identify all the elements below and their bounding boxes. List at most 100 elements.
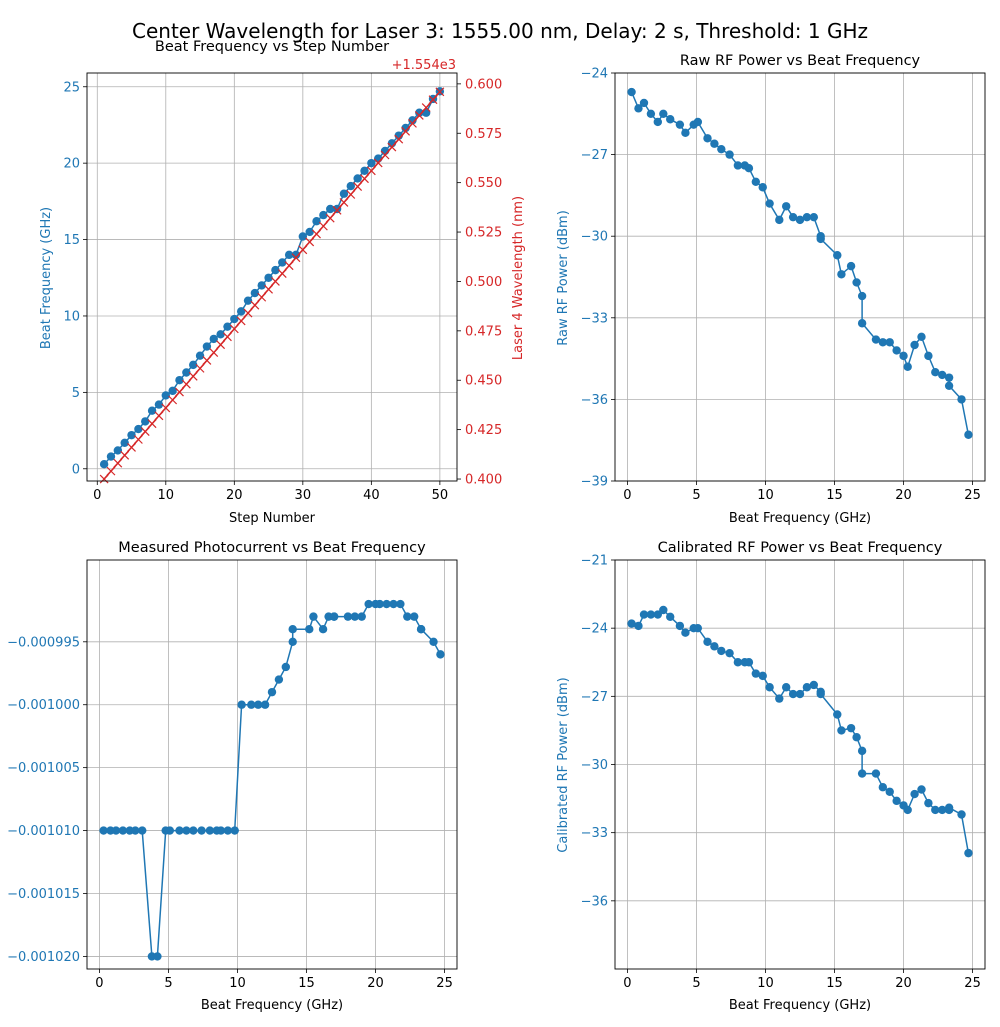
data-point [710,642,719,651]
data-point [816,689,825,699]
x-tick-label: 0 [623,488,631,503]
x-tick-label: 5 [164,976,172,991]
data-point [957,395,966,404]
data-point [910,340,919,350]
data-point [703,134,712,143]
data-point [202,342,212,351]
data-point [659,109,668,119]
data-point [802,212,812,222]
data-point [357,612,366,621]
data-point [717,646,726,656]
data-point [795,215,805,225]
data-point [878,783,888,792]
data-point [309,612,318,621]
data-point-x [360,174,369,184]
data-point [120,438,129,447]
y-tick-label: −33 [581,826,608,841]
data-point [781,683,791,692]
data-point [326,204,335,214]
grid [615,72,985,482]
chart-title: Beat Frequency vs Step Number [155,39,389,55]
y-tick-label: −36 [581,894,608,909]
data-point [175,375,184,385]
data-series-line [103,603,442,958]
x-tick-label: 25 [964,976,981,991]
y-tick-label: −0.001020 [7,950,80,965]
data-point [857,319,867,328]
data-point-x [120,450,130,460]
y-tick-label: 15 [63,233,80,248]
data-point [892,346,901,355]
data-point [964,848,973,858]
data-point-x [387,142,397,152]
chart-title: Measured Photocurrent vs Beat Frequency [118,540,426,556]
x-tick-label: 40 [363,488,380,503]
grid [87,73,457,481]
data-point [364,599,373,609]
data-point-x [318,221,328,231]
data-point-x [243,308,253,318]
data-point [260,700,270,709]
data-point [161,391,170,400]
data-point-x [168,395,178,405]
data-point [257,281,266,290]
data-point-x [133,435,143,444]
data-point [216,826,226,835]
data-point [903,362,912,371]
data-point [681,128,690,138]
beat-frequency-vs-step-chart: Beat Frequency vs Step Number Step Numbe… [39,39,526,526]
y2-offset-text: +1.554e3 [392,58,456,73]
data-point-x [216,340,226,350]
data-point-x [435,87,445,97]
data-point [852,278,861,287]
data-point-x [346,190,356,199]
x-axis-label: Step Number [229,511,316,526]
data-point [751,669,761,678]
data-point [319,210,328,220]
data-point-x [195,363,205,373]
data-point [725,648,734,658]
data-point [360,166,369,175]
data-point [264,273,273,282]
data-point [230,314,239,324]
data-point [833,710,842,719]
data-point [885,787,894,796]
data-point [899,351,908,361]
y-tick-label: −30 [581,758,608,773]
data-point [350,612,360,621]
data-point-x [202,356,212,365]
grid [87,560,457,969]
y-tick-label: −33 [581,311,608,326]
data-point [802,683,812,692]
data-point [751,177,761,186]
data-point-x [298,245,308,255]
data-point [382,599,391,609]
x-axis-label: Beat Frequency (GHz) [201,998,343,1013]
y2-tick-label: 0.450 [465,374,502,389]
data-point [250,288,260,298]
data-point [131,826,140,835]
data-point [710,139,719,148]
data-point [931,368,940,377]
data-point-x [373,158,383,168]
data-point [765,683,774,692]
data-point [436,650,445,659]
data-point [291,250,301,260]
data-point [857,746,867,756]
data-point-x [305,237,315,247]
x-tick-label: 10 [757,976,774,991]
data-point-x [236,316,246,326]
data-point [189,826,198,835]
data-point [809,212,819,222]
x-tick-label: 20 [895,976,912,991]
data-point [910,789,919,799]
data-point [693,623,703,633]
data-point [367,158,376,168]
data-point [733,161,743,170]
data-point [281,662,291,672]
data-point [758,183,767,192]
x-tick-label: 25 [436,976,453,991]
y-tick-label: −27 [581,690,608,705]
y-axis-label: Beat Frequency (GHz) [39,207,54,349]
data-point [154,400,164,409]
